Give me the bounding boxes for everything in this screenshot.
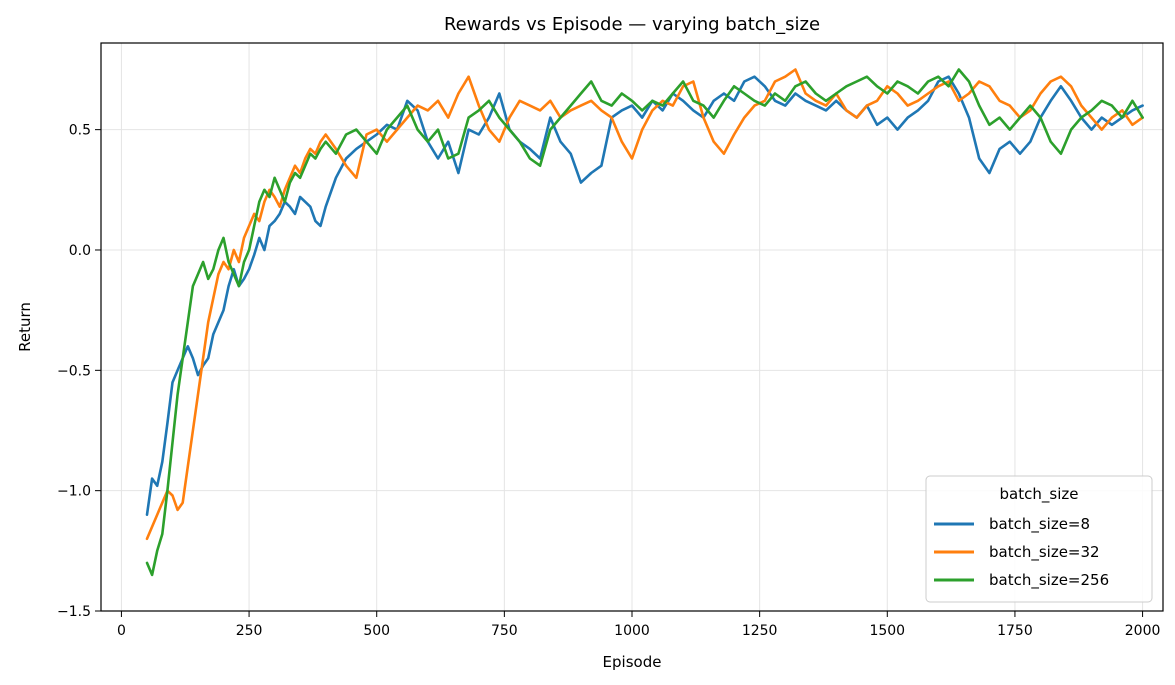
legend-box bbox=[925, 475, 1153, 603]
x-tick-label: 1500 bbox=[869, 623, 905, 639]
y-tick-label: 0.5 bbox=[69, 123, 91, 139]
x-tick-label: 1000 bbox=[614, 623, 650, 639]
y-axis-label: Return bbox=[16, 302, 34, 352]
legend: batch_size batch_size=8batch_size=32batc… bbox=[925, 475, 1153, 603]
x-tick-label: 250 bbox=[236, 623, 263, 639]
legend-items: batch_size=8 batch_size=32 batch_size=256 bbox=[934, 515, 1109, 590]
y-tick-label: 0.0 bbox=[69, 243, 91, 259]
legend-label: batch_size=32 bbox=[989, 543, 1100, 562]
series-line bbox=[145, 68, 1144, 541]
series-line bbox=[145, 68, 1144, 577]
legend-label: batch_size=256 bbox=[989, 571, 1109, 590]
legend-title: batch_size bbox=[1000, 485, 1079, 504]
y-tick-label: −0.5 bbox=[57, 363, 91, 379]
x-tick-label: 500 bbox=[363, 623, 390, 639]
x-axis-ticks: 0 250 500 750 1000 1250 1500 1750 2000 bbox=[117, 611, 1160, 639]
x-axis-label: Episode bbox=[603, 653, 662, 671]
x-tick-label: 1750 bbox=[997, 623, 1033, 639]
y-tick-label: −1.5 bbox=[57, 604, 91, 620]
x-tick-label: 0 bbox=[117, 623, 126, 639]
y-axis-ticks: −1.5 −1.0 −0.5 0.0 0.5 bbox=[57, 123, 101, 620]
x-tick-label: 2000 bbox=[1125, 623, 1161, 639]
series-lines bbox=[145, 68, 1144, 577]
series-line bbox=[145, 75, 1144, 517]
chart-title: Rewards vs Episode — varying batch_size bbox=[444, 14, 820, 35]
legend-label: batch_size=8 bbox=[989, 515, 1090, 534]
x-tick-label: 1250 bbox=[742, 623, 778, 639]
y-tick-label: −1.0 bbox=[57, 484, 91, 500]
x-tick-label: 750 bbox=[491, 623, 518, 639]
